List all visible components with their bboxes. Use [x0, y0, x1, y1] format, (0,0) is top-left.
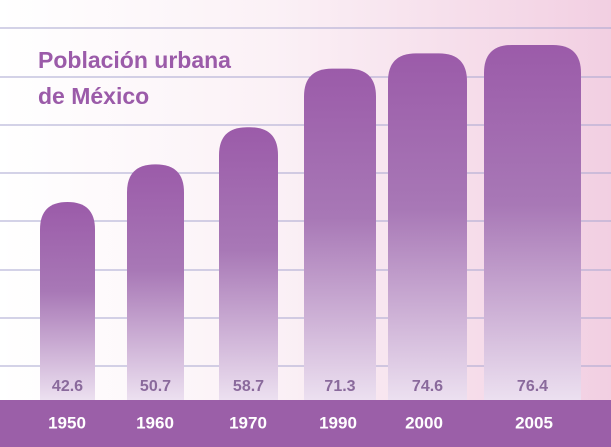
- value-label: 42.6: [52, 378, 83, 395]
- x-tick-label: 1970: [229, 413, 267, 432]
- value-label: 50.7: [140, 378, 171, 395]
- x-tick-label: 1990: [319, 413, 357, 432]
- value-label: 58.7: [233, 378, 264, 395]
- bar: [40, 202, 95, 400]
- bar: [484, 44, 581, 400]
- x-tick-label: 1950: [48, 413, 86, 432]
- x-tick-label: 2005: [515, 413, 553, 432]
- value-label: 71.3: [324, 378, 355, 395]
- bar: [219, 127, 278, 400]
- x-tick-label: 1960: [136, 413, 174, 432]
- value-label: 74.6: [412, 378, 443, 395]
- chart-title: de México: [38, 83, 149, 109]
- bar: [304, 68, 376, 400]
- chart-title: Población urbana: [38, 47, 231, 73]
- value-label: 76.4: [517, 378, 548, 395]
- category-band: [0, 400, 611, 447]
- bar: [388, 53, 467, 401]
- x-tick-label: 2000: [405, 413, 443, 432]
- bar: [127, 164, 184, 400]
